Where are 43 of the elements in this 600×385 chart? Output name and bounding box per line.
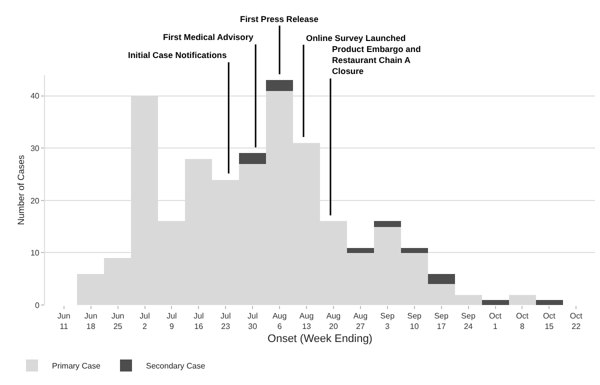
x-tick-label: Sep 24 [461, 312, 476, 331]
bar [401, 248, 428, 253]
x-tick-label: Jul 30 [247, 312, 258, 331]
x-tick-label: Oct 22 [570, 312, 584, 331]
x-tick-label: Aug 20 [326, 312, 341, 331]
legend-label: Primary Case [52, 362, 102, 371]
annotation: First Press Release [240, 14, 319, 24]
x-tick-label: Jul 9 [166, 312, 178, 331]
x-tick-label: Aug 6 [272, 312, 287, 331]
x-tick-label: Oct 15 [542, 312, 556, 331]
y-axis-title: Number of Cases [16, 154, 26, 226]
x-tick-label: Oct 1 [489, 312, 502, 331]
x-tick-label: Jul 23 [220, 312, 231, 331]
x-tick-label: Sep 10 [407, 312, 422, 331]
x-tick-label: Jul 2 [140, 312, 150, 331]
x-tick-label: Oct 8 [516, 312, 530, 331]
x-tick-label: Jun 25 [111, 312, 124, 331]
annotation: First Medical Advisory [163, 32, 254, 42]
x-tick-label: Sep 17 [434, 312, 449, 331]
annotation: Online Survey Launched [306, 33, 406, 43]
x-tick-label: Aug 13 [299, 312, 314, 331]
x-tick-label: Jul 16 [194, 312, 204, 331]
annotation: Initial Case Notifications [128, 50, 227, 60]
bar [509, 295, 536, 305]
x-tick-label: Jun 11 [57, 312, 70, 331]
y-tick-label: 40 [30, 92, 40, 101]
bar [536, 300, 563, 305]
bar [239, 153, 266, 164]
y-tick-label: 10 [30, 248, 40, 258]
bar [374, 221, 401, 227]
y-tick-label: 0 [34, 300, 40, 310]
bar [347, 248, 374, 253]
annotation: Product Embargo and Restaurant Chain A Closure [332, 44, 421, 76]
bar [428, 274, 455, 284]
x-tick-label: Jun 18 [84, 312, 98, 331]
bar [266, 80, 293, 91]
x-axis-title: Onset (Week Ending) [268, 333, 372, 346]
x-tick-label: Sep 3 [380, 312, 396, 331]
bar [482, 300, 509, 305]
y-tick-label: 30 [30, 144, 40, 153]
legend-label: Secondary Case [146, 362, 206, 371]
x-tick-label: Aug 27 [353, 312, 368, 331]
y-tick-label: 20 [30, 196, 40, 206]
